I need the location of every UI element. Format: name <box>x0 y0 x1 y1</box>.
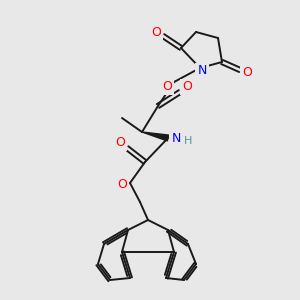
Text: O: O <box>115 136 125 149</box>
Text: N: N <box>197 64 207 77</box>
Text: O: O <box>182 80 192 94</box>
Text: N: N <box>171 133 181 146</box>
Text: O: O <box>117 178 127 191</box>
Text: O: O <box>242 67 252 80</box>
Text: O: O <box>162 80 172 94</box>
Polygon shape <box>142 132 169 141</box>
Text: O: O <box>151 26 161 38</box>
Text: H: H <box>184 136 192 146</box>
